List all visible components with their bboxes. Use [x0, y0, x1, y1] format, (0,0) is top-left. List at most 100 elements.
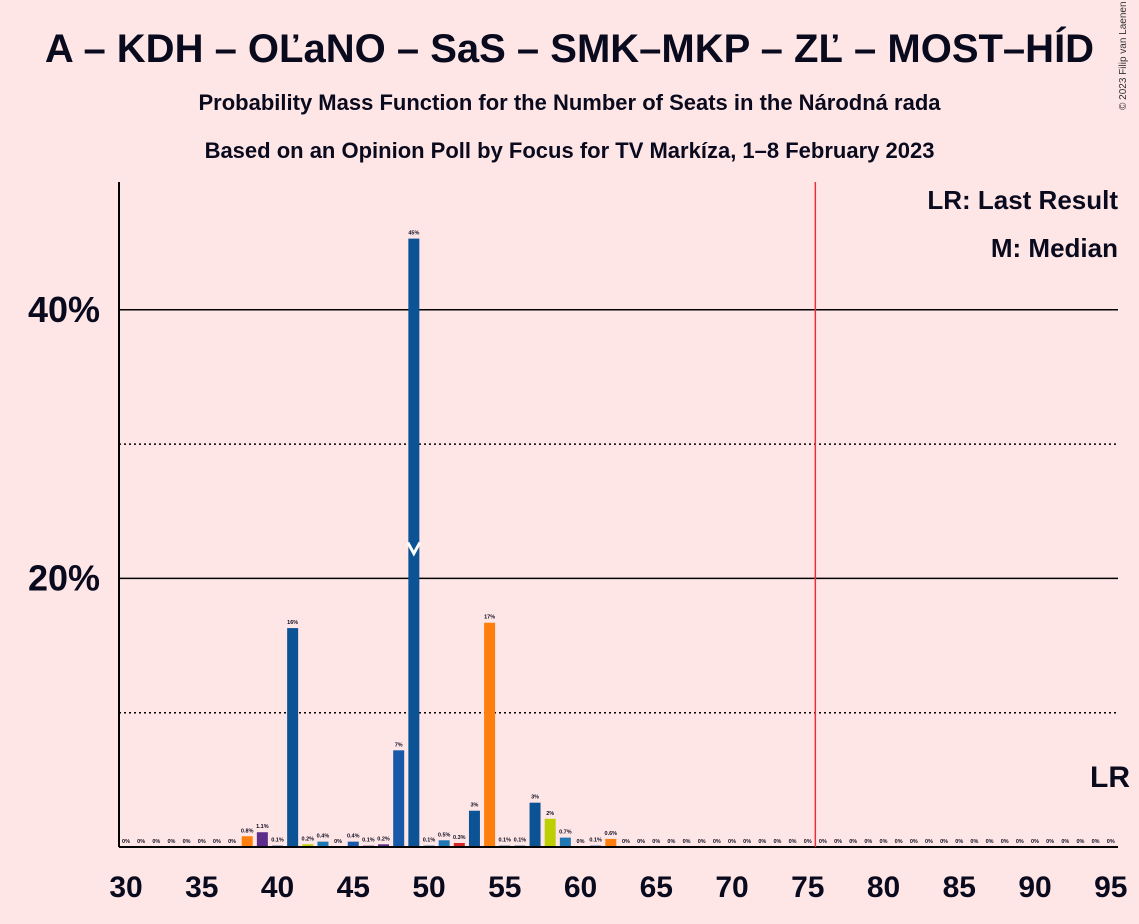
legend-last-result: LR: Last Result	[927, 185, 1118, 215]
x-tick-label: 35	[185, 871, 218, 904]
markers	[406, 182, 817, 847]
bar-value-label: 0%	[925, 839, 933, 845]
bar-value-label: 0%	[667, 839, 675, 845]
legend-median: M: Median	[991, 233, 1118, 263]
y-tick-label: 40%	[28, 289, 100, 330]
x-tick-label: 40	[261, 871, 294, 904]
bar-value-label: 0%	[698, 839, 706, 845]
bar-seat-53	[468, 810, 480, 847]
bar-value-label: 0%	[334, 839, 342, 845]
bar-seat-62	[605, 838, 617, 847]
bar-value-label: 0.1%	[271, 838, 284, 844]
bar-value-label: 0.1%	[362, 838, 375, 844]
median-marker	[406, 541, 422, 557]
bar-value-label: 0%	[213, 839, 221, 845]
bar-value-label: 0.5%	[438, 832, 451, 838]
bar-seat-52	[453, 842, 465, 847]
x-tick-label: 85	[943, 871, 976, 904]
bar-value-label: 0%	[652, 839, 660, 845]
bar-value-label: 0%	[743, 839, 751, 845]
bar-value-label: 0%	[683, 839, 691, 845]
bar-seat-41	[287, 628, 299, 847]
bar-value-label: 0%	[1092, 839, 1100, 845]
bar-value-label: 0.1%	[514, 838, 527, 844]
bar-seat-54	[484, 622, 496, 847]
bar-value-label: 0%	[1107, 839, 1115, 845]
x-tick-label: 30	[109, 871, 142, 904]
bar-value-label: 0%	[955, 839, 963, 845]
bar-value-label: 17%	[484, 615, 495, 621]
chart-title: A – KDH – OĽaNO – SaS – SMK–MKP – ZĽ – M…	[44, 27, 1095, 71]
bar-value-label: 0%	[940, 839, 948, 845]
bar-value-label: 0.1%	[589, 838, 602, 844]
chart-source-subtitle: Based on an Opinion Poll by Focus for TV…	[204, 138, 935, 163]
bar-value-label: 0.8%	[241, 828, 254, 834]
bar-seat-58	[544, 818, 556, 847]
x-tick-label: 65	[640, 871, 673, 904]
y-tick-label: 20%	[28, 557, 100, 598]
bar-value-label: 0%	[1031, 839, 1039, 845]
x-tick-label: 75	[791, 871, 824, 904]
tick-labels: 30 35 40 45 50 55 60 65 70 75 80 85 90 95 20% 40%	[28, 289, 1128, 904]
bar-seat-42	[302, 844, 314, 847]
bar-value-label: 0.1%	[498, 838, 511, 844]
bar-value-label: 0%	[728, 839, 736, 845]
x-tick-label: 45	[337, 871, 370, 904]
bar-value-label: 0.7%	[559, 830, 572, 836]
bar-value-label: 16%	[287, 620, 298, 626]
bar-seat-49	[408, 238, 420, 848]
x-tick-label: 50	[412, 871, 445, 904]
gridlines	[119, 309, 1118, 714]
bar-value-label: 0.3%	[453, 835, 466, 841]
bar-value-label: 0%	[1061, 839, 1069, 845]
bar-value-label: 1.1%	[256, 824, 269, 830]
bar-value-label: 45%	[408, 231, 419, 237]
bar-value-label: 0%	[637, 839, 645, 845]
bar-value-label: 0%	[1001, 839, 1009, 845]
bar-value-label: 7%	[395, 742, 403, 748]
bar-value-label: 0%	[804, 839, 812, 845]
bar-value-label: 0%	[713, 839, 721, 845]
bar-value-label: 0%	[122, 839, 130, 845]
bar-value-label: 0%	[986, 839, 994, 845]
bar-value-label: 0%	[137, 839, 145, 845]
bar-value-label: 0%	[183, 839, 191, 845]
bar-value-label: 0%	[622, 839, 630, 845]
bar-seat-45	[347, 841, 359, 847]
bar-seat-47	[378, 844, 390, 847]
bar-value-label: 0%	[849, 839, 857, 845]
bar-seat-57	[529, 802, 541, 847]
bar-value-label: 0%	[198, 839, 206, 845]
bar-value-label: 0.1%	[423, 838, 436, 844]
bar-value-label: 0%	[970, 839, 978, 845]
bar-value-label: 0%	[167, 839, 175, 845]
bar-value-label: 0%	[577, 839, 585, 845]
x-tick-label: 80	[867, 871, 900, 904]
bar-value-label: 0%	[910, 839, 918, 845]
bar-seat-51	[438, 840, 450, 847]
bar-seat-48	[393, 750, 405, 847]
bar-value-label: 0%	[758, 839, 766, 845]
bar-value-label: 0%	[1046, 839, 1054, 845]
bar-value-label: 0%	[228, 839, 236, 845]
bar-value-label: 0%	[880, 839, 888, 845]
bar-value-label: 0.4%	[317, 834, 330, 840]
bar-seat-38	[241, 836, 253, 847]
bar-labels: 0% 0% 0% 0% 0% 0% 0% 0%0.8%1.1%0.1%16%0.2% 0.4%0…	[122, 231, 1115, 845]
last-result-marker-label: LR	[1090, 761, 1130, 794]
axes	[118, 182, 1118, 848]
x-tick-label: 70	[715, 871, 748, 904]
chart-subtitle: Probability Mass Function for the Number…	[198, 90, 941, 115]
bar-seat-43	[317, 841, 329, 847]
bar-value-label: 0%	[895, 839, 903, 845]
bar-value-label: 3%	[470, 803, 478, 809]
x-tick-label: 90	[1018, 871, 1051, 904]
bar-value-label: 0.2%	[377, 836, 390, 842]
x-tick-label: 95	[1094, 871, 1127, 904]
bar-value-label: 0%	[152, 839, 160, 845]
bar-value-label: 0%	[819, 839, 827, 845]
bar-value-label: 0%	[1076, 839, 1084, 845]
bar-value-label: 0%	[864, 839, 872, 845]
bar-value-label: 0.4%	[347, 834, 360, 840]
